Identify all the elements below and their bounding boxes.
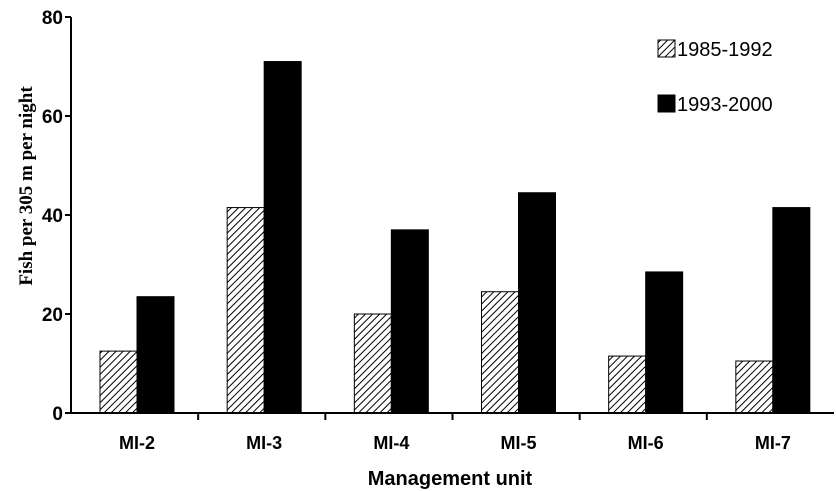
bar-1985-1992-MI-3 (226, 207, 265, 414)
y-tick-label: 0 (52, 404, 63, 425)
bar-1985-1992-MI-7 (735, 360, 774, 414)
legend-label-1985-1992: 1985-1992 (677, 39, 773, 61)
category-labels: MI-2 MI-3 MI-4 MI-5 MI-6 MI-7 (119, 433, 791, 453)
bar-1985-1992-MI-2 (99, 350, 138, 414)
bar-1985-1992-MI-5 (481, 291, 519, 414)
x-axis-ticks (197, 413, 708, 420)
bars (99, 61, 811, 414)
category-label: MI-4 (373, 433, 409, 453)
legend-swatch-1993-2000 (657, 94, 676, 113)
legend: 1985-1992 1993-2000 (657, 39, 773, 116)
bar-1993-2000-MI-6 (645, 271, 684, 414)
bar-1993-2000-MI-3 (263, 61, 302, 414)
y-tick-label: 80 (42, 8, 63, 29)
bar-1985-1992-MI-6 (608, 355, 647, 414)
category-label: MI-5 (501, 433, 537, 453)
y-axis-label: Fish per 305 m per night (16, 86, 37, 286)
bar-1993-2000-MI-2 (136, 296, 175, 414)
y-tick-label: 60 (42, 107, 63, 128)
x-axis-label: Management unit (368, 468, 533, 490)
bar-1993-2000-MI-5 (518, 192, 556, 414)
category-label: MI-7 (755, 433, 791, 453)
category-label: MI-3 (246, 433, 282, 453)
category-label: MI-2 (119, 433, 155, 453)
category-label: MI-6 (628, 433, 664, 453)
y-tick-label: 40 (42, 206, 63, 227)
y-tick-label: 20 (42, 305, 63, 326)
bar-1985-1992-MI-4 (353, 313, 392, 414)
legend-label-1993-2000: 1993-2000 (677, 94, 773, 116)
bar-1993-2000-MI-7 (772, 207, 811, 414)
y-axis-ticks: 0 20 40 60 80 (42, 8, 71, 425)
legend-swatch-1985-1992 (657, 39, 676, 58)
bar-1993-2000-MI-4 (390, 229, 429, 414)
